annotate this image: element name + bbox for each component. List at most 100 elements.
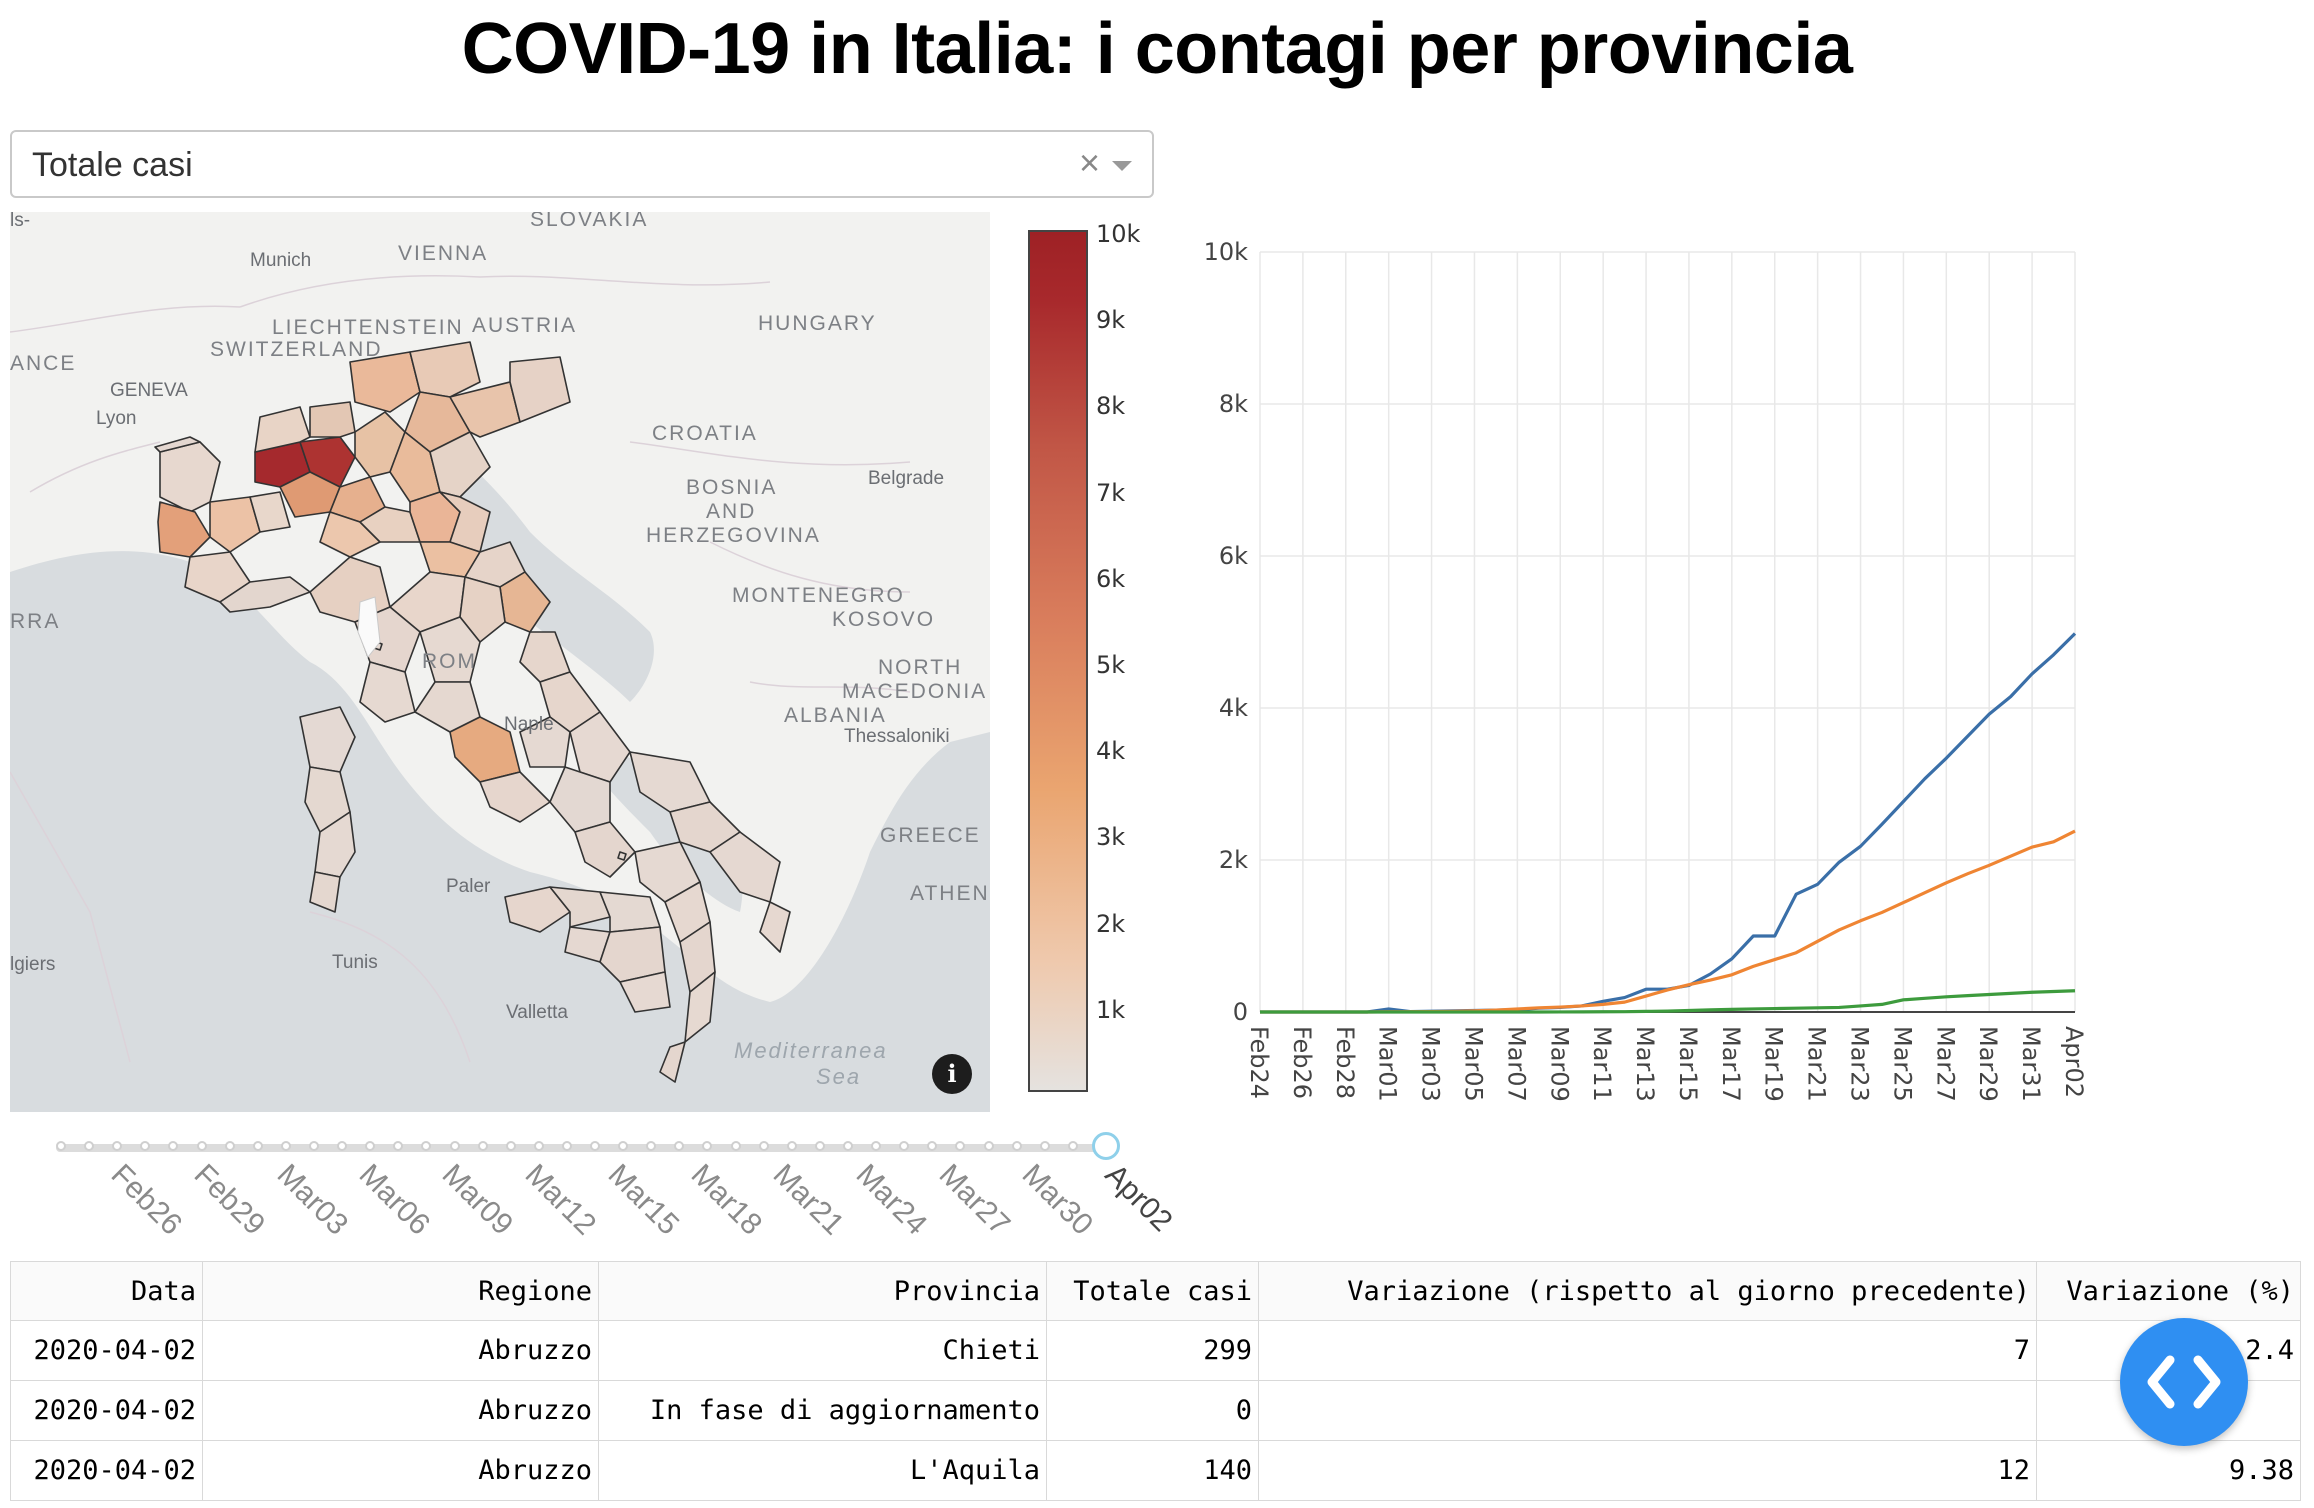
slider-step-dot[interactable]	[927, 1141, 938, 1151]
slider-step-dot[interactable]	[702, 1141, 713, 1151]
slider-step-dot[interactable]	[899, 1141, 910, 1151]
colorbar-tick-label: 10k	[1096, 220, 1141, 248]
slider-date-label[interactable]: Mar21	[767, 1158, 851, 1242]
slider-step-dot[interactable]	[843, 1141, 854, 1151]
slider-date-label[interactable]: Mar06	[353, 1158, 437, 1242]
colorbar-tick-label: 9k	[1096, 306, 1126, 335]
slider-step-dot[interactable]	[871, 1141, 882, 1151]
slider-step-dot[interactable]	[337, 1141, 348, 1151]
column-header-data[interactable]: Data	[10, 1261, 203, 1321]
date-slider-track[interactable]	[56, 1144, 1106, 1152]
line-chart[interactable]: 0 2k 4k 6k 8k 10k Feb24 Feb26 Feb28 Mar01 Mar03 Ma…	[1200, 230, 2100, 1130]
map-label-rome: ROM	[422, 650, 477, 673]
slider-step-dot[interactable]	[449, 1141, 460, 1151]
slider-step-dot[interactable]	[814, 1141, 825, 1151]
slider-step-dot[interactable]	[758, 1141, 769, 1151]
map-label-hungary: HUNGARY	[758, 312, 877, 335]
x-tick-label: Mar23	[1846, 1026, 1874, 1102]
slider-step-dot[interactable]	[674, 1141, 685, 1151]
slider-step-dot[interactable]	[533, 1141, 544, 1151]
slider-step-dot[interactable]	[1011, 1141, 1022, 1151]
map-label-kosovo: KOSOVO	[832, 608, 936, 631]
clear-icon[interactable]: ×	[1078, 142, 1100, 183]
chart-gridlines	[1259, 251, 2076, 1013]
slider-step-dot[interactable]	[252, 1141, 263, 1151]
x-tick-label: Feb24	[1245, 1026, 1273, 1099]
slider-step-dot[interactable]	[618, 1141, 629, 1151]
map-label-valletta: Valletta	[506, 1002, 568, 1023]
map-label-north: NORTH	[878, 656, 963, 679]
map-label-ance: ANCE	[10, 352, 77, 375]
map-label-geneva: GENEVA	[110, 380, 188, 401]
table-row: 2020-04-02 Abruzzo L'Aquila 140 12 9.38	[10, 1440, 2301, 1501]
slider-step-dot[interactable]	[56, 1141, 66, 1151]
colorbar-tick-label: 8k	[1096, 392, 1126, 421]
slider-date-label[interactable]: Mar03	[270, 1158, 354, 1242]
slider-step-dot[interactable]	[561, 1141, 572, 1151]
slider-date-label[interactable]: Feb29	[187, 1158, 271, 1242]
slider-step-dot[interactable]	[140, 1141, 151, 1151]
map-label-switzerland: SWITZERLAND	[210, 338, 383, 361]
y-tick-label: 10k	[1204, 238, 1249, 266]
slider-step-dot[interactable]	[983, 1141, 994, 1151]
chart-y-ticks: 0 2k 4k 6k 8k 10k	[1204, 238, 1249, 1026]
y-tick-label: 6k	[1219, 542, 1248, 570]
table-cell: In fase di aggiornamento	[598, 1380, 1047, 1441]
slider-date-label[interactable]: Mar09	[435, 1158, 520, 1242]
slider-step-dot[interactable]	[786, 1141, 797, 1151]
slider-date-label[interactable]: Mar30	[1015, 1158, 1099, 1242]
column-header-variazione[interactable]: Variazione (rispetto al giorno precedent…	[1258, 1261, 2037, 1321]
map-canvas[interactable]	[10, 212, 990, 1112]
slider-step-dot[interactable]	[168, 1141, 179, 1151]
slider-date-label[interactable]: Mar27	[932, 1158, 1017, 1242]
info-icon[interactable]: i	[932, 1054, 972, 1094]
map-label-croatia: CROATIA	[652, 422, 758, 445]
slider-step-dot[interactable]	[505, 1141, 516, 1151]
choropleth-map[interactable]: Munich VIENNA SLOVAKIA LIECHTENSTEIN AUS…	[10, 212, 990, 1112]
slider-date-label[interactable]: Mar24	[849, 1158, 934, 1242]
x-tick-label: Mar01	[1374, 1026, 1402, 1102]
slider-date-label[interactable]: Mar18	[684, 1158, 768, 1242]
slider-date-label[interactable]: Mar12	[518, 1158, 603, 1242]
map-label-palermo: Paler	[446, 876, 491, 897]
x-tick-label: Mar15	[1674, 1026, 1702, 1102]
slider-step-dot[interactable]	[196, 1141, 207, 1151]
code-toggle-button[interactable]	[2120, 1318, 2248, 1446]
slider-step-dot[interactable]	[1039, 1141, 1050, 1151]
table-row: 2020-04-02 Abruzzo In fase di aggiorname…	[10, 1380, 2301, 1441]
x-tick-label: Mar03	[1417, 1026, 1445, 1102]
x-tick-label: Mar09	[1545, 1026, 1573, 1102]
slider-step-dot[interactable]	[646, 1141, 657, 1151]
column-header-variazione-pct[interactable]: Variazione (%)	[2036, 1261, 2301, 1321]
column-header-provincia[interactable]: Provincia	[598, 1261, 1047, 1321]
column-header-regione[interactable]: Regione	[202, 1261, 599, 1321]
slider-step-dot[interactable]	[365, 1141, 376, 1151]
slider-step-dot[interactable]	[393, 1141, 404, 1151]
column-header-totale-casi[interactable]: Totale casi	[1046, 1261, 1259, 1321]
slider-step-dot[interactable]	[1067, 1141, 1078, 1151]
slider-step-dot[interactable]	[112, 1141, 123, 1151]
slider-step-dot[interactable]	[590, 1141, 601, 1151]
x-tick-label: Feb28	[1331, 1026, 1359, 1099]
slider-step-dot[interactable]	[84, 1141, 95, 1151]
slider-date-label[interactable]: Feb26	[104, 1158, 189, 1242]
series-line-torino	[1260, 632, 2077, 1014]
slider-step-dot[interactable]	[477, 1141, 488, 1151]
slider-step-dot[interactable]	[280, 1141, 291, 1151]
table-cell: Abruzzo	[202, 1440, 599, 1501]
slider-step-dot[interactable]	[955, 1141, 966, 1151]
slider-date-label[interactable]: Mar15	[601, 1158, 685, 1242]
slider-step-dot[interactable]	[421, 1141, 432, 1151]
date-slider-handle[interactable]	[1092, 1132, 1120, 1160]
slider-step-dot[interactable]	[224, 1141, 235, 1151]
slider-date-label[interactable]: Apr02	[1098, 1158, 1179, 1238]
x-tick-label: Feb26	[1288, 1026, 1316, 1099]
x-tick-label: Mar21	[1803, 1026, 1831, 1102]
slider-step-dot[interactable]	[730, 1141, 741, 1151]
metric-dropdown[interactable]: Totale casi ×	[10, 130, 1154, 198]
map-label-munich: Munich	[250, 250, 312, 271]
map-label-greece: GREECE	[880, 824, 981, 847]
x-tick-label: Mar07	[1502, 1026, 1530, 1102]
slider-step-dot[interactable]	[308, 1141, 319, 1151]
chevron-down-icon[interactable]	[1112, 161, 1132, 171]
